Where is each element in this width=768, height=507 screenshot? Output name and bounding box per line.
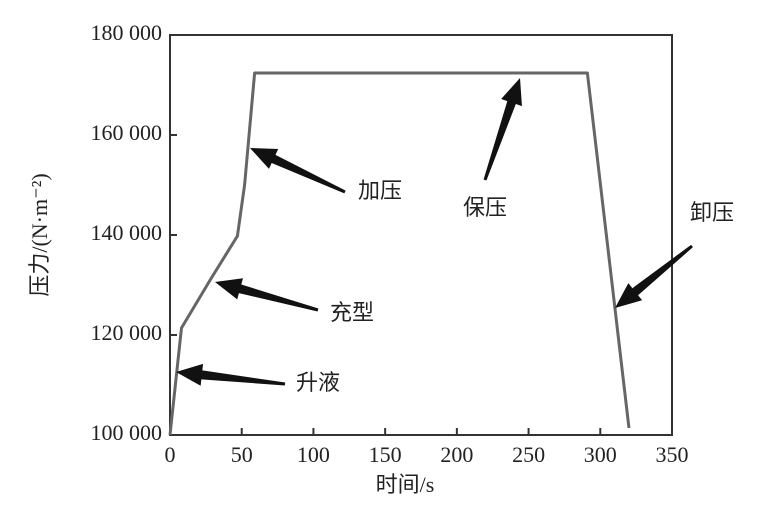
x-tick-label: 350 [656,442,689,467]
x-tick-label: 250 [512,442,545,467]
x-tick-label: 0 [165,442,176,467]
plot-frame [169,34,673,436]
data-line [168,71,631,436]
annotation-arrow [176,363,286,386]
y-tick-label: 160 000 [91,120,163,145]
annotation-label: 卸压 [690,200,734,225]
y-tick-label: 180 000 [91,20,163,45]
y-axis-label: 压力/(N·m⁻²) [27,173,52,296]
y-tick-label: 100 000 [91,420,163,445]
x-tick-label: 200 [440,442,473,467]
x-tick-label: 50 [231,442,253,467]
annotation-arrow [483,78,522,181]
annotation-arrow [250,148,346,194]
annotation-label: 保压 [463,195,507,220]
annotation-label: 充型 [330,300,374,325]
annotation-label: 升液 [296,370,340,395]
y-tick-label: 140 000 [91,220,163,245]
annotation-arrow [215,278,319,312]
x-tick-label: 300 [584,442,617,467]
annotation-label: 加压 [358,178,402,203]
y-tick-label: 120 000 [91,320,163,345]
x-tick-label: 150 [369,442,402,467]
annotation-arrow [615,244,693,308]
x-axis-label: 时间/s [376,472,435,497]
x-tick-label: 100 [297,442,330,467]
